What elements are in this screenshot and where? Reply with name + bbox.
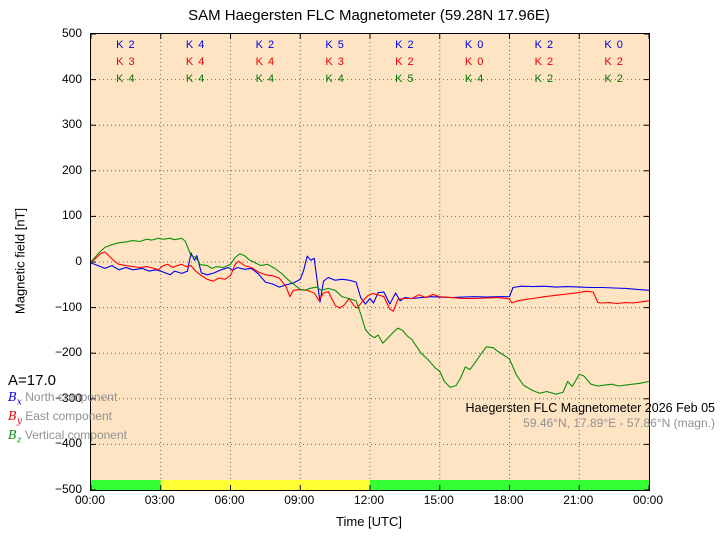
x-axis-label: Time [UTC] [336, 514, 402, 529]
station-info: Haegersten FLC Magnetometer 2026 Feb 05 … [466, 401, 715, 431]
k-index-label-by-1: K 4 [185, 56, 206, 68]
k-index-label-by-5: K 0 [464, 56, 485, 68]
y-tick-label: −100 [54, 299, 82, 314]
k-index-label-bx-0: K 2 [116, 39, 136, 51]
legend-item-bz: Bz Vertical component [8, 427, 127, 448]
x-tick-label: 03:00 [144, 493, 175, 507]
x-tick-label: 15:00 [423, 493, 454, 507]
k-index-label-bz-2: K 4 [255, 73, 276, 85]
k-index-label-bx-2: K 2 [255, 39, 276, 51]
activity-bar-segment [160, 480, 370, 490]
k-index-label-bx-1: K 4 [185, 39, 206, 51]
k-index-label-bz-1: K 4 [185, 73, 206, 85]
x-tick-label: 00:00 [632, 493, 664, 507]
k-index-label-by-3: K 3 [325, 56, 345, 68]
activity-bar-segment [91, 480, 161, 490]
legend-item-by: By East component [8, 408, 127, 429]
station-coordinates: 59.46°N, 17.89°E - 57.86°N (magn.) [523, 416, 715, 430]
k-index-label-bx-5: K 0 [464, 39, 485, 51]
x-tick-label: 06:00 [214, 493, 245, 507]
k-index-label-by-6: K 2 [534, 56, 555, 68]
x-tick-label: 21:00 [563, 493, 594, 507]
y-tick-label: 300 [61, 117, 82, 132]
y-tick-label: 400 [61, 71, 82, 86]
k-index-label-bx-4: K 2 [395, 39, 415, 51]
legend-symbol-bx: Bx [8, 390, 22, 408]
k-index-label-by-0: K 3 [116, 56, 136, 68]
legend-symbol-by: By [8, 408, 22, 427]
k-index-label-bz-7: K 2 [604, 73, 624, 85]
x-tick-label: 00:00 [74, 493, 106, 507]
legend: A=17.0 Bx North component By East compone… [8, 372, 127, 448]
legend-label: East component [21, 408, 112, 423]
y-tick-label: −300 [54, 390, 82, 405]
k-index-label-bx-3: K 5 [325, 39, 345, 51]
k-index-label-bx-6: K 2 [534, 39, 555, 51]
series-line-bz [91, 237, 649, 395]
y-tick-label: 200 [61, 162, 82, 177]
k-index-label-bx-7: K 0 [604, 39, 624, 51]
legend-item-bx: Bx North component [8, 390, 127, 410]
x-tick-label: 12:00 [353, 493, 385, 507]
y-tick-label: −500 [54, 482, 82, 496]
legend-symbol-bz: Bz [8, 427, 22, 446]
y-tick-label: 100 [61, 208, 82, 223]
series-line-by [91, 251, 649, 312]
y-tick-label: −400 [54, 436, 82, 451]
k-index-label-bz-5: K 4 [464, 73, 485, 85]
k-index-label-bz-6: K 2 [534, 73, 555, 85]
a-index-annotation: A=17.0 [8, 372, 56, 389]
k-index-label-bz-0: K 4 [116, 73, 136, 85]
k-index-label-by-7: K 2 [604, 56, 624, 68]
legend-label: North component [21, 390, 118, 404]
legend-label: Vertical component [21, 427, 127, 442]
x-tick-label: 18:00 [493, 493, 524, 507]
k-index-label-bz-4: K 5 [395, 73, 415, 85]
series-line-bx [91, 252, 649, 305]
plot-area: K 2 K 4 K 2 K 5 K 2 K 0 K 2 K 0 K 3 K 4 K 4 K 3 K 2 K… [90, 33, 650, 491]
k-index-label-by-2: K 4 [255, 56, 276, 68]
k-index-label-bz-3: K 4 [325, 73, 345, 85]
chart-title: SAM Haegersten FLC Magnetometer (59.28N … [188, 7, 550, 24]
legend-items: Bx North component By East component Bz Ve… [8, 390, 127, 448]
y-tick-label: 0 [75, 254, 82, 268]
y-tick-label: 500 [61, 26, 82, 40]
station-title: Haegersten FLC Magnetometer 2026 Feb 05 [465, 401, 715, 415]
k-index-label-by-4: K 2 [395, 56, 415, 68]
x-tick-label: 09:00 [284, 493, 315, 507]
y-tick-label: −200 [54, 345, 82, 360]
chart-canvas [91, 34, 649, 490]
